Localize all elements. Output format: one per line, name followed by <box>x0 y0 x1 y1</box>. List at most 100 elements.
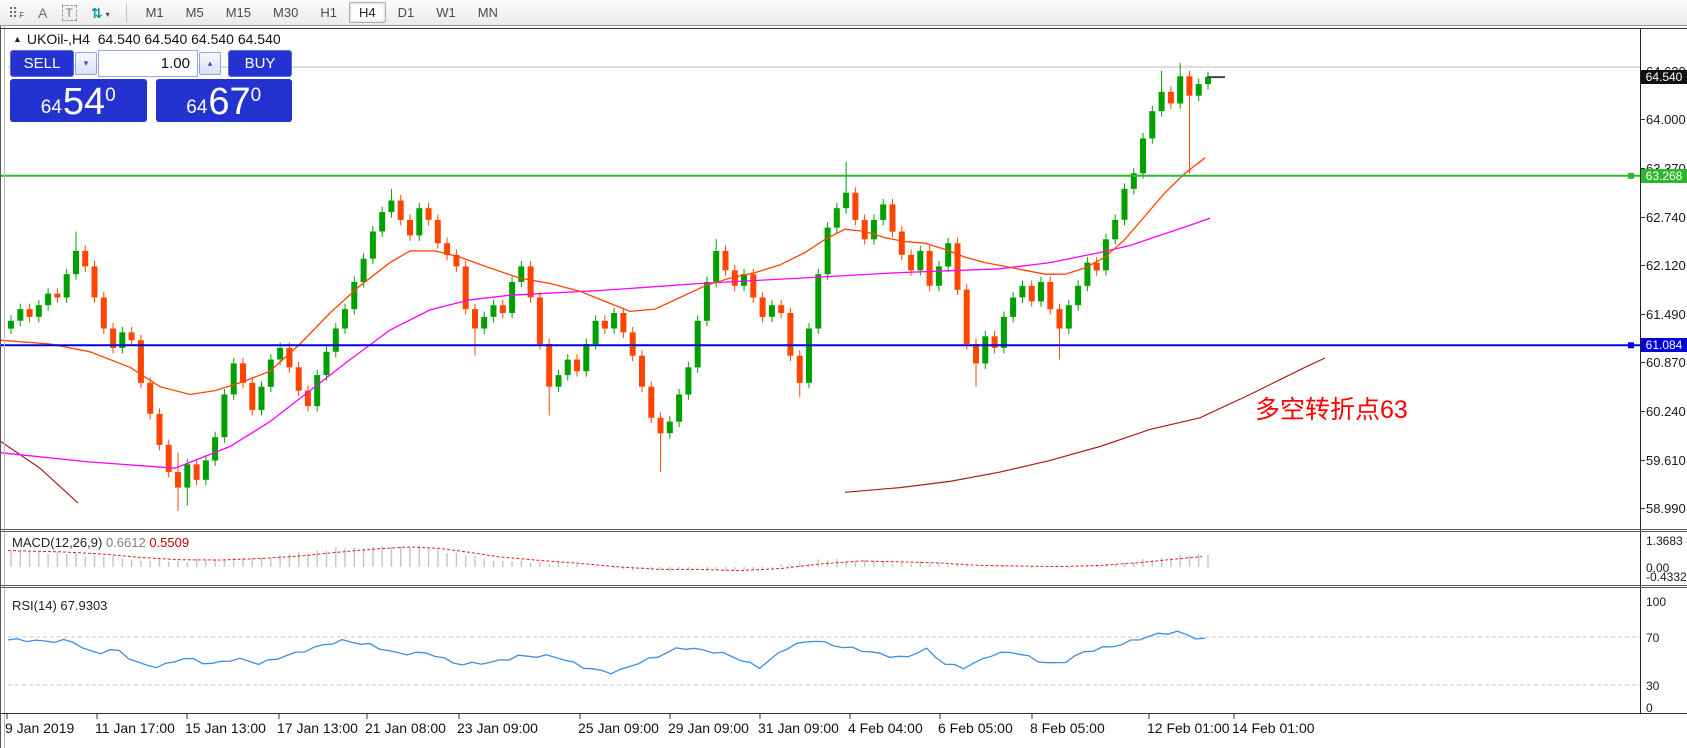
price-axis-label: 62.740 <box>1646 209 1686 225</box>
chart-title: ▲ UKOil-,H4 64.540 64.540 64.540 64.540 <box>13 31 281 47</box>
volume-decrease-button[interactable]: ▾ <box>75 52 97 75</box>
price-badge-61.084: 61.084 <box>1641 338 1687 353</box>
time-axis-label: 17 Jan 13:00 <box>277 720 358 736</box>
toolbar: ⠿ F A T ⇅ ▾ M1 M5 M15 M30 H1 H4 D1 W1 MN <box>0 0 1687 26</box>
time-axis-label: 31 Jan 09:00 <box>758 720 839 736</box>
ohlc-quotes-label <box>90 31 98 47</box>
sell-price-major: 64 <box>40 97 62 118</box>
macd-separator-top <box>0 529 1687 530</box>
time-axis-label: 9 Jan 2019 <box>5 720 75 736</box>
volume-input[interactable]: 1.00 <box>98 50 198 77</box>
buy-price-pips: 0 <box>250 85 262 106</box>
time-axis-label: 23 Jan 09:00 <box>457 720 538 736</box>
macd-axis-label: 0.00 <box>1646 561 1670 575</box>
t-glyph: T <box>61 4 77 21</box>
macd-main-value: 0.6612 <box>105 535 146 550</box>
buy-price-major: 64 <box>186 97 208 118</box>
annotate-a-icon[interactable]: A <box>38 5 47 21</box>
price-axis-border <box>1640 29 1641 713</box>
macd-separator-top2 <box>0 531 1687 532</box>
toolbar-separator <box>125 3 127 22</box>
arrows-glyph: ⇅ <box>90 4 103 21</box>
chart-top-border <box>0 28 1687 29</box>
timeframe-button-d1[interactable]: D1 <box>397 5 415 20</box>
macd-signal-value: 0.5509 <box>149 535 190 550</box>
timeframe-button-m30[interactable]: M30 <box>273 5 299 20</box>
price-badge-63.268: 63.268 <box>1641 168 1687 183</box>
timeframe-button-group: M1 M5 M15 M30 H1 H4 D1 W1 MN <box>135 2 509 23</box>
price-badge-64.540: 64.540 <box>1641 70 1687 85</box>
timeframe-button-h1[interactable]: H1 <box>320 5 337 20</box>
sell-price-pips: 0 <box>105 85 116 106</box>
macd-label: MACD(12,26,9) 0.6612 0.5509 <box>12 535 190 550</box>
rsi-separator-top <box>0 585 1687 586</box>
macd-axis-label: -0.4332 <box>1646 569 1687 584</box>
window-left-border <box>0 26 1 748</box>
price-axis-label: 58.990 <box>1646 500 1686 516</box>
time-axis-label: 4 Feb 04:00 <box>848 720 923 736</box>
buy-price-panel[interactable]: 64 67 0 <box>155 79 292 123</box>
volume-increase-button[interactable]: ▴ <box>199 52 221 75</box>
chevron-down-icon[interactable]: ▾ <box>105 9 110 19</box>
sell-button[interactable]: SELL <box>10 50 74 77</box>
timeframe-button-m5[interactable]: M5 <box>185 5 204 20</box>
macd-axis-label: 1.3683 <box>1646 533 1683 548</box>
price-axis-tick <box>1640 217 1645 218</box>
one-click-trading-panel: SELL ▾ 1.00 ▴ BUY 64 54 0 64 67 0 <box>10 50 292 122</box>
cursor-arrows-icon[interactable]: ⇅ ▾ <box>91 5 110 21</box>
a-glyph: A <box>38 4 48 21</box>
rsi-label: RSI(14) 67.9303 <box>12 598 108 613</box>
rsi-separator-top2 <box>0 587 1687 588</box>
grid-glyph: ⠿ <box>8 4 19 21</box>
time-axis-label: 14 Feb 01:00 <box>1232 720 1315 736</box>
time-axis-label: 12 Feb 01:00 <box>1147 720 1230 736</box>
price-axis-tick <box>1640 411 1645 412</box>
price-axis-tick <box>1640 168 1645 169</box>
buy-button[interactable]: BUY <box>228 50 292 77</box>
window-left-border-inner <box>4 26 5 748</box>
rsi-axis-label: 30 <box>1646 679 1660 693</box>
chart-annotation-text: 多空转折点63 <box>1255 396 1408 424</box>
price-axis-tick <box>1640 265 1645 266</box>
sell-price-big-digits: 54 <box>62 81 106 123</box>
time-axis-label: 6 Feb 05:00 <box>938 720 1013 736</box>
price-axis-tick <box>1640 460 1645 461</box>
expert-grid-icon[interactable]: ⠿ F <box>8 5 24 21</box>
timeframe-button-mn[interactable]: MN <box>477 5 498 20</box>
time-axis-separator <box>0 713 1687 714</box>
time-axis-label: 8 Feb 05:00 <box>1030 720 1105 736</box>
buy-price-big-digits: 67 <box>208 81 251 123</box>
text-box-icon[interactable]: T <box>61 4 77 21</box>
timeframe-button-m15[interactable]: M15 <box>225 5 252 20</box>
rsi-axis-label: 100 <box>1646 595 1667 609</box>
price-axis-tick <box>1640 362 1645 363</box>
price-axis-label: 60.240 <box>1646 403 1686 419</box>
quotes-values: 64.540 64.540 64.540 64.540 <box>97 31 281 47</box>
price-axis-label: 61.490 <box>1646 306 1686 322</box>
time-axis-label: 11 Jan 17:00 <box>95 720 175 736</box>
timeframe-button-w1[interactable]: W1 <box>436 5 456 20</box>
price-axis-label: 60.870 <box>1646 354 1686 370</box>
timeframe-button-m1[interactable]: M1 <box>145 5 164 20</box>
time-axis-label: 29 Jan 09:00 <box>668 720 749 736</box>
rsi-axis-label: 70 <box>1646 631 1660 645</box>
rsi-axis-label: 0 <box>1646 701 1653 715</box>
timeframe-button-h4[interactable]: H4 <box>348 2 386 23</box>
macd-panel-area[interactable] <box>8 532 1640 585</box>
price-axis-tick <box>1640 508 1645 509</box>
price-axis-label: 59.610 <box>1646 452 1686 468</box>
rsi-value: 67.9303 <box>60 598 108 613</box>
time-axis-label: 25 Jan 09:00 <box>578 720 659 736</box>
price-axis-area[interactable] <box>1641 29 1687 713</box>
time-axis-label: 15 Jan 13:00 <box>185 720 266 736</box>
price-axis-tick <box>1640 314 1645 315</box>
collapse-panel-icon[interactable]: ▲ <box>13 34 22 44</box>
price-axis-tick <box>1640 119 1645 120</box>
grid-sub-label: F <box>19 10 25 20</box>
time-axis-label: 21 Jan 08:00 <box>365 720 446 736</box>
sell-price-panel[interactable]: 64 54 0 <box>10 79 147 122</box>
rsi-panel-area[interactable] <box>8 588 1640 713</box>
price-axis-label: 64.000 <box>1646 112 1686 127</box>
price-axis-label: 62.120 <box>1646 257 1686 273</box>
symbol-timeframe-label: UKOil-,H4 <box>26 31 90 47</box>
